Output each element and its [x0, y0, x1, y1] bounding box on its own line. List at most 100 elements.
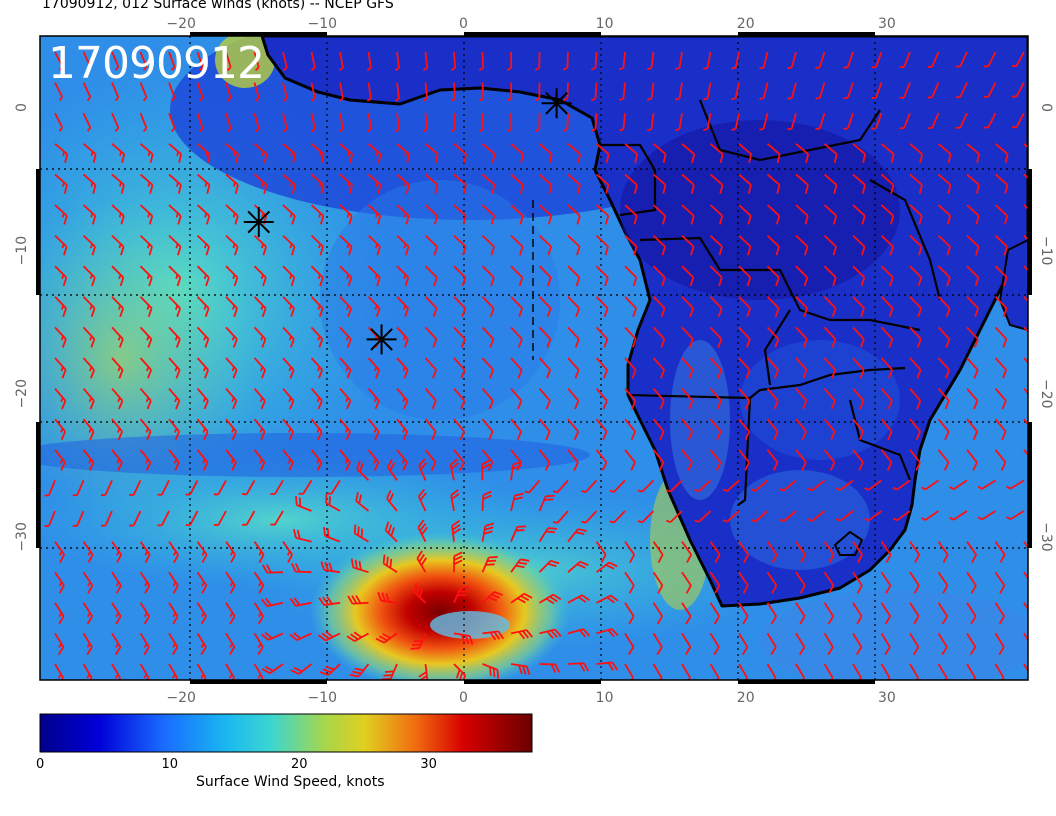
wind-barb — [909, 571, 920, 594]
wind-barb — [937, 632, 948, 656]
wind-barb — [111, 143, 126, 164]
wind-barb — [225, 602, 236, 625]
wind-barb — [779, 510, 797, 523]
wind-barb — [624, 541, 635, 563]
wind-barb — [424, 449, 437, 471]
wind-barb — [424, 234, 438, 256]
wind-barb — [966, 632, 977, 656]
wind-barb — [319, 663, 341, 676]
wind-barb — [418, 663, 429, 680]
wind-barb — [1023, 173, 1028, 194]
wind-barb — [213, 510, 227, 526]
wind-barb — [552, 479, 569, 494]
wind-barb — [481, 296, 495, 318]
wind-barb — [367, 265, 381, 287]
wind-barb — [880, 571, 892, 594]
wind-barb — [807, 510, 826, 522]
wind-barb — [225, 388, 238, 410]
wind-barb — [282, 541, 293, 563]
wind-barb — [983, 112, 997, 129]
wind-barb — [795, 143, 810, 164]
wind-barb — [595, 296, 609, 318]
wind-barb — [652, 143, 667, 164]
wind-barb — [595, 326, 609, 348]
wind-barb — [323, 527, 341, 543]
wind-barb — [994, 296, 1008, 318]
wind-barb — [139, 357, 153, 379]
wind-barb — [937, 357, 951, 379]
wind-barb — [168, 82, 176, 102]
wind-barb — [852, 143, 867, 164]
wind-barb — [282, 326, 295, 348]
wind-barb — [54, 143, 69, 164]
wind-barb — [310, 82, 316, 102]
wind-barb — [424, 296, 438, 318]
lon-tick-bottom: 0 — [459, 690, 468, 706]
wind-barb — [367, 388, 380, 410]
wind-barb — [111, 449, 123, 471]
wind-barb — [111, 541, 122, 563]
wind-barb — [675, 51, 683, 71]
wind-barb — [450, 489, 460, 512]
wind-barb — [450, 51, 457, 72]
wind-barb — [909, 663, 919, 680]
wind-barb — [139, 602, 150, 625]
wind-barb — [82, 541, 94, 563]
wind-barb — [795, 571, 806, 594]
wind-barb — [347, 595, 369, 605]
wind-barb — [966, 541, 977, 563]
wind-barb — [282, 265, 296, 287]
wind-barb — [310, 173, 325, 194]
wind-barb — [909, 143, 924, 164]
wind-barb — [82, 265, 96, 287]
wind-barb — [590, 113, 598, 132]
wind-barb — [709, 326, 723, 348]
wind-barb — [880, 326, 894, 348]
wind-barb — [253, 143, 268, 164]
wind-barb — [738, 143, 753, 164]
wind-barb — [82, 357, 96, 379]
wind-barb — [386, 490, 398, 512]
wind-barb — [422, 113, 429, 133]
wind-barb — [709, 234, 723, 256]
wind-barb — [424, 204, 439, 225]
wind-barb — [738, 388, 751, 410]
wind-barb — [909, 326, 922, 348]
wind-barb — [396, 418, 409, 441]
wind-barb — [766, 449, 779, 471]
wind-barb — [396, 204, 410, 225]
wind-barb — [310, 234, 324, 256]
wind-barb — [82, 449, 95, 471]
wind-barb — [534, 51, 541, 71]
wind-barb — [652, 388, 665, 410]
wind-barb — [966, 326, 979, 348]
wind-barb — [510, 388, 523, 410]
wind-barb — [481, 490, 492, 512]
wind-barb — [722, 510, 740, 523]
wind-barb — [168, 449, 180, 471]
wind-barb — [310, 113, 316, 133]
station-markers — [243, 88, 572, 355]
wind-barb — [168, 357, 181, 379]
wind-barb — [1023, 541, 1028, 563]
wind-barb — [339, 265, 353, 287]
lon-tick-top: −10 — [308, 16, 338, 32]
wind-barb — [624, 204, 638, 225]
wind-barb — [196, 82, 204, 102]
colorbar-label: Surface Wind Speed, knots — [196, 774, 385, 790]
colorbar — [39, 713, 533, 753]
wind-barb — [927, 112, 940, 130]
wind-barb — [823, 632, 834, 656]
wind-barb — [417, 488, 427, 512]
wind-barb — [339, 418, 352, 441]
wind-barb — [759, 112, 769, 131]
lat-tick-right: 0 — [1038, 103, 1054, 112]
wind-barb — [966, 296, 979, 318]
wind-barb — [139, 418, 152, 441]
wind-barb — [225, 418, 238, 441]
wind-barb — [652, 449, 665, 471]
wind-barb — [510, 143, 525, 164]
wind-barb — [652, 632, 663, 656]
wind-speed-field — [40, 36, 1028, 680]
wind-barb — [453, 586, 470, 604]
